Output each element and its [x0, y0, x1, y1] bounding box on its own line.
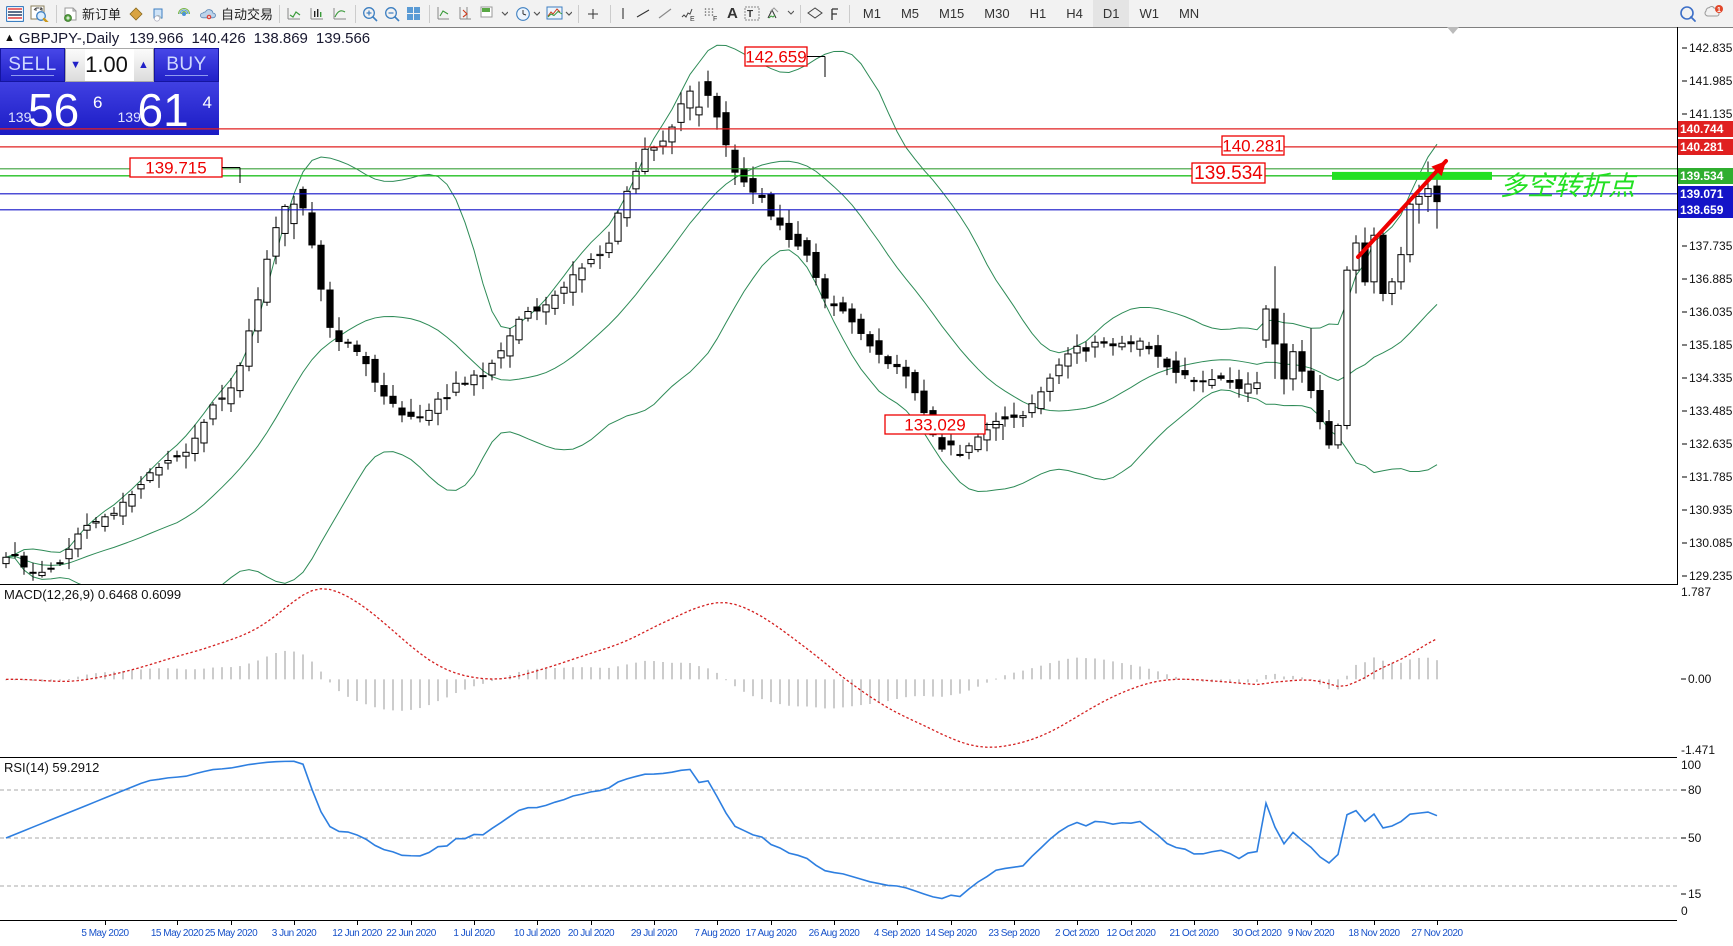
svg-text:1: 1 [1717, 6, 1721, 13]
svg-text:140.281: 140.281 [1222, 137, 1283, 156]
svg-text:E: E [690, 16, 695, 21]
svg-text:142.659: 142.659 [745, 48, 806, 67]
svg-text:139.715: 139.715 [145, 159, 206, 178]
svg-text:T: T [747, 9, 753, 20]
svg-text:F: F [713, 16, 717, 21]
svg-text:133.029: 133.029 [904, 416, 965, 435]
svg-text:139.534: 139.534 [1194, 163, 1263, 184]
svg-text:多空转折点: 多空转折点 [1500, 171, 1638, 201]
